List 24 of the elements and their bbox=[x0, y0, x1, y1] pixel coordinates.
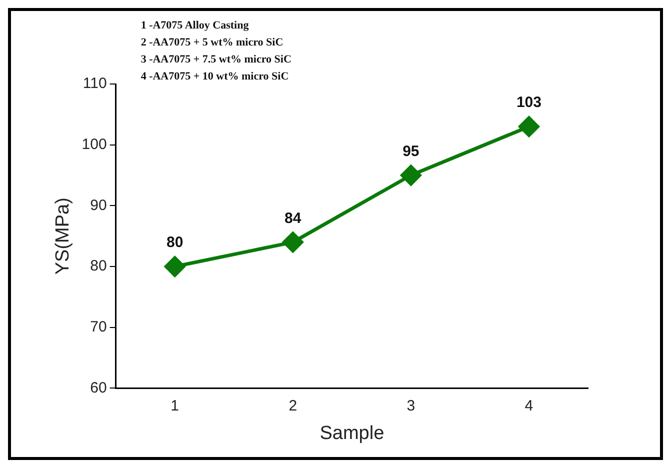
y-tick-label: 70 bbox=[90, 318, 107, 336]
data-label: 80 bbox=[166, 234, 184, 252]
data-label: 84 bbox=[284, 210, 302, 227]
x-tick-label: 1 bbox=[170, 397, 180, 414]
y-tick-label: 110 bbox=[82, 75, 107, 92]
point bbox=[282, 231, 304, 253]
x-axis-title: Sample bbox=[320, 422, 384, 444]
y-tick-label: 60 bbox=[90, 379, 107, 396]
y-axis-title: YS(MPa) bbox=[52, 198, 74, 275]
y-tick-label: 90 bbox=[90, 196, 107, 214]
point bbox=[164, 256, 186, 278]
text: 2 -AA7075 + 5 wt% micro SiC bbox=[140, 36, 284, 48]
x-tick-label: 3 bbox=[406, 397, 416, 414]
text: 3 -AA7075 + 7.5 wt% micro SiC bbox=[140, 53, 292, 66]
y-tick-label: 80 bbox=[90, 258, 107, 275]
point bbox=[400, 164, 422, 186]
text: 4 -AA7075 + 10 wt% micro SiC bbox=[140, 70, 289, 82]
point bbox=[518, 116, 540, 138]
data-label: 103 bbox=[516, 94, 542, 112]
y-tick-label: 100 bbox=[82, 136, 107, 153]
text: 1 -A7075 Alloy Casting bbox=[140, 19, 250, 32]
x-tick-label: 2 bbox=[288, 397, 298, 414]
data-label: 95 bbox=[402, 142, 420, 160]
x-tick-label: 4 bbox=[524, 397, 534, 414]
